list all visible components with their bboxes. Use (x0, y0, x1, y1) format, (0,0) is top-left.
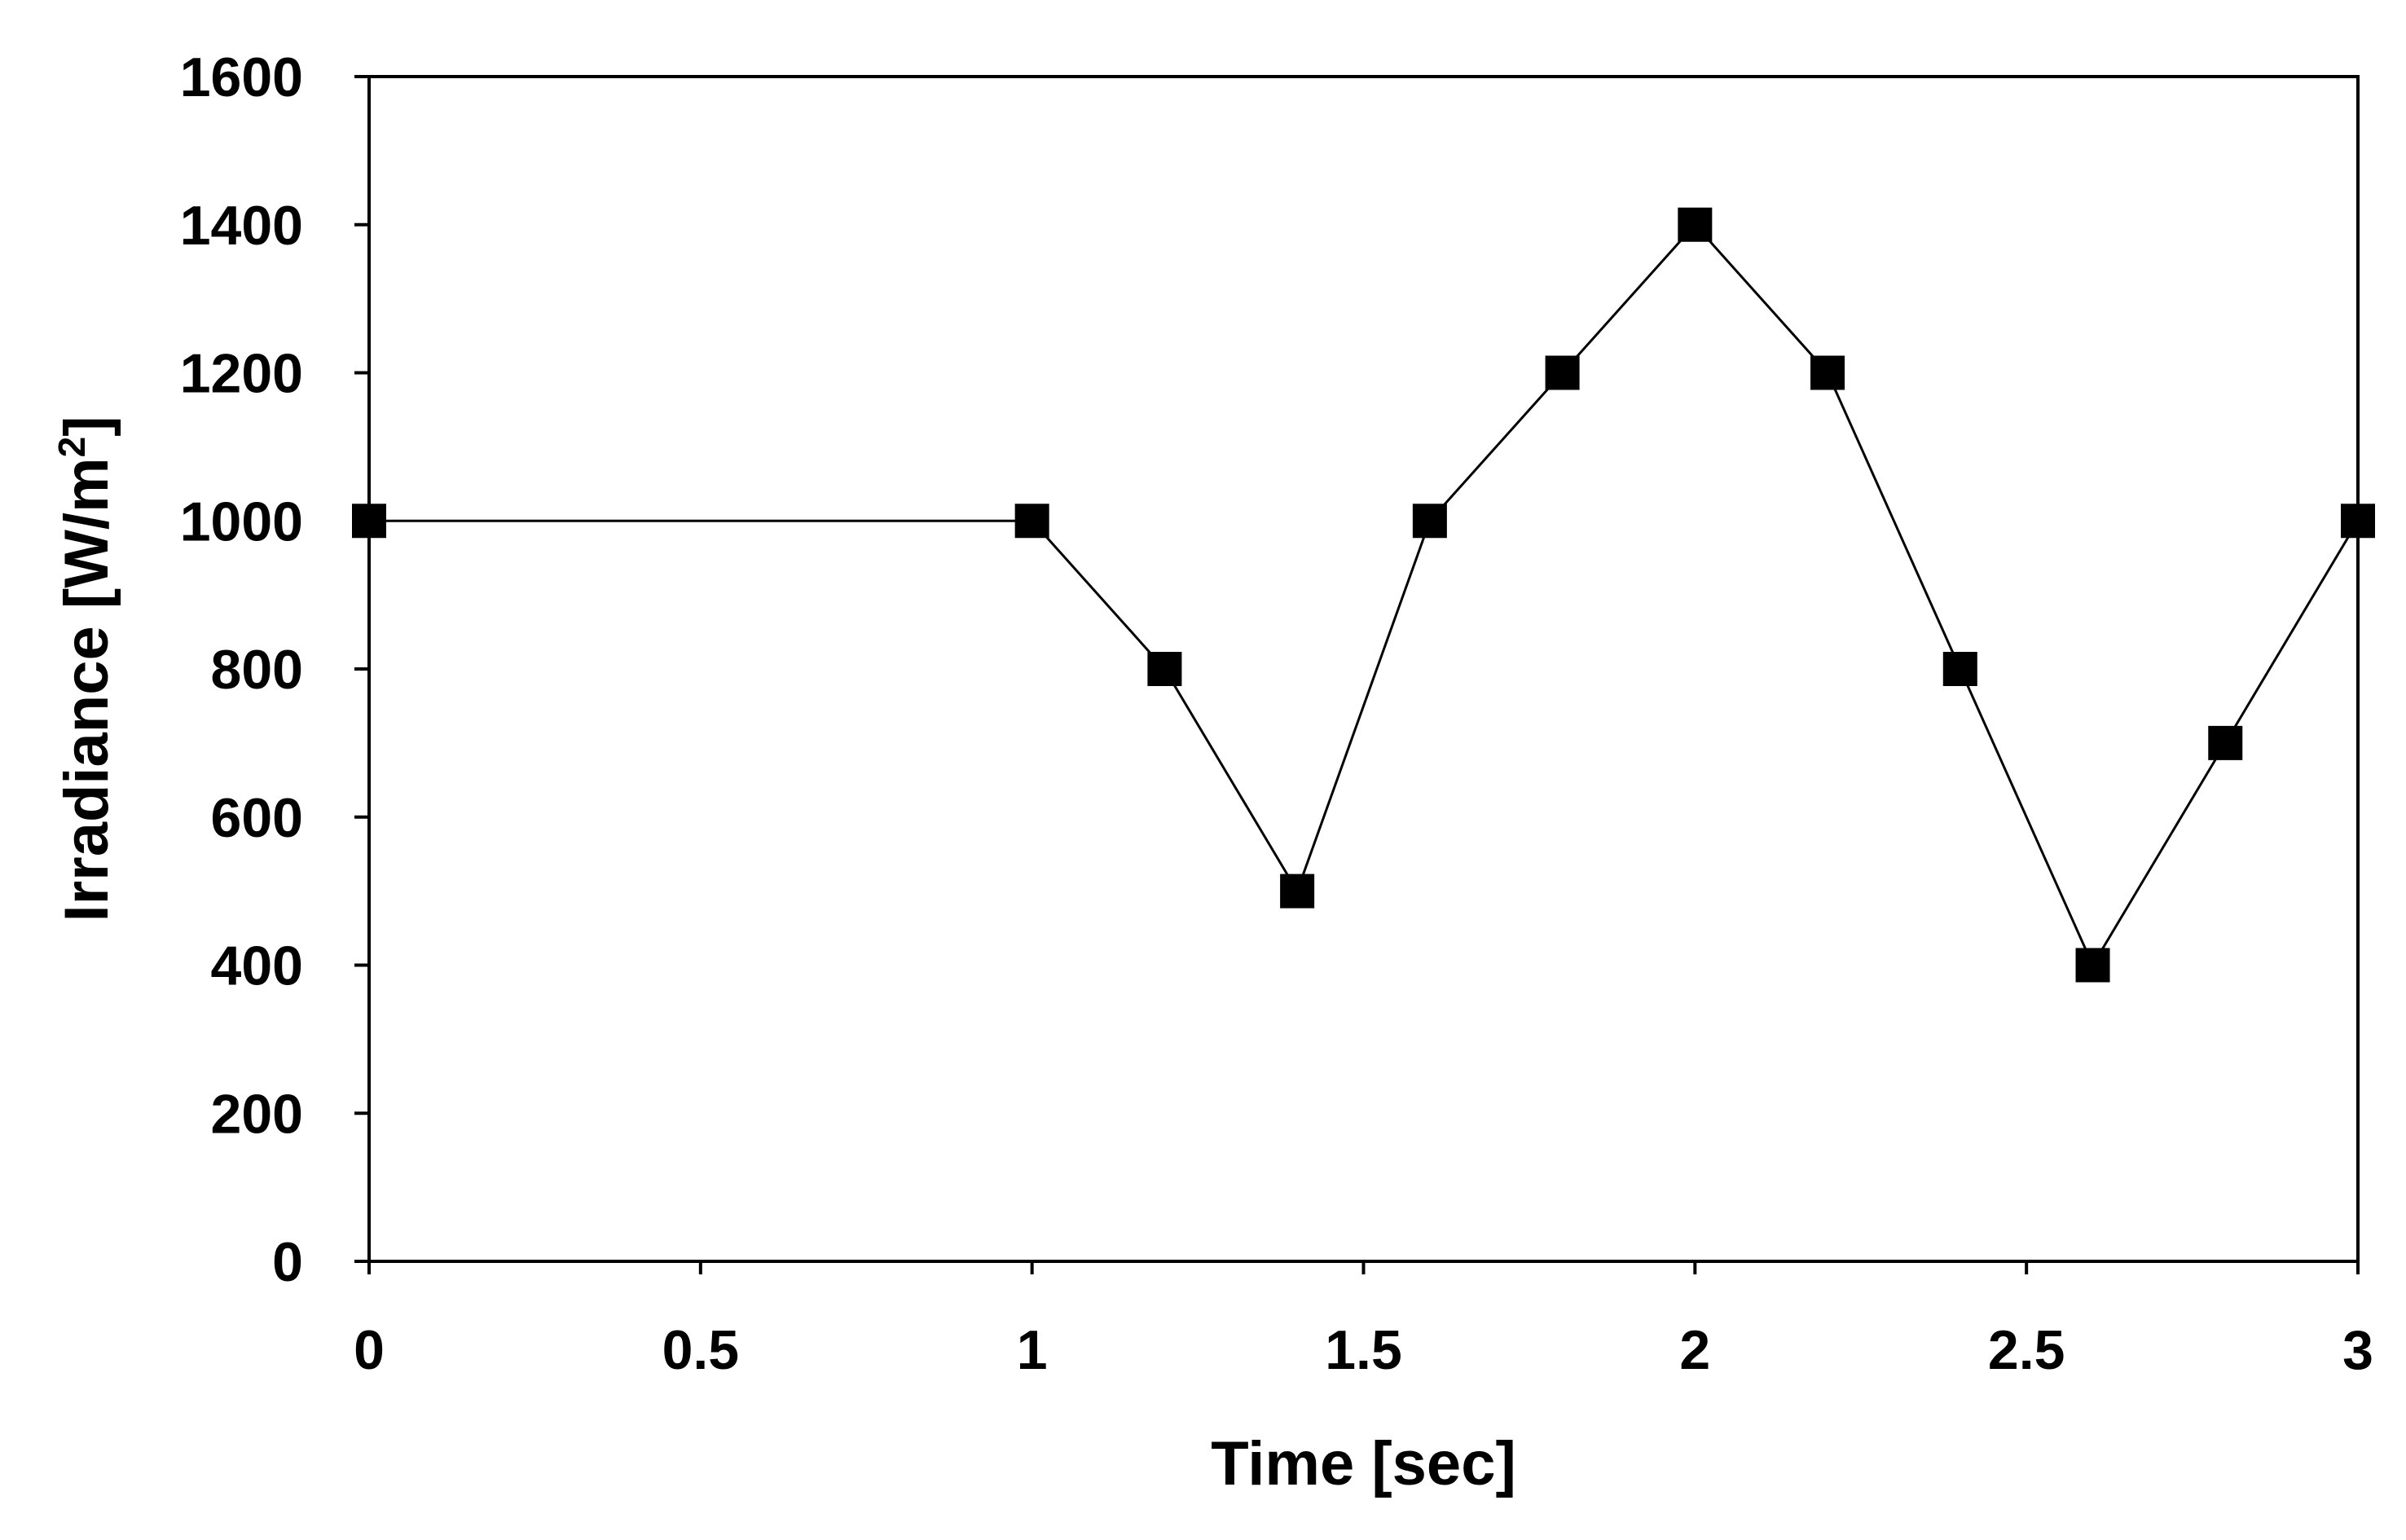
x-axis-title: Time [sec] (1211, 1429, 1516, 1498)
y-tick-label: 1200 (180, 343, 303, 405)
data-point (1942, 652, 1977, 686)
x-tick-label: 1 (1017, 1319, 1048, 1381)
plot-axes (367, 75, 2360, 1263)
y-tick-label: 600 (211, 787, 303, 849)
x-tick-label: 2.5 (1988, 1319, 2065, 1381)
y-axis-title: Irradiance [W/m2] (51, 416, 121, 922)
data-point (2075, 948, 2110, 983)
series-line (369, 222, 2360, 968)
data-point (1147, 652, 1182, 686)
x-tick-label: 0 (354, 1319, 385, 1381)
y-axis-title-main: Irradiance [W/m (52, 457, 121, 922)
x-axis-ticks: 0 0.5 1 1.5 2 2.5 3 (354, 1261, 2373, 1381)
y-tick-label: 1600 (180, 46, 303, 108)
y-tick-label: 1400 (180, 195, 303, 257)
y-axis-ticks: 0 200 400 600 800 1000 1200 1400 1600 (180, 46, 369, 1293)
plot-frame (367, 75, 2360, 1263)
x-tick-label: 0.5 (662, 1319, 740, 1381)
y-tick-label: 1000 (180, 491, 303, 552)
y-axis-title-close: ] (52, 416, 121, 436)
x-tick-label: 3 (2342, 1319, 2373, 1381)
data-point (1412, 504, 1447, 539)
data-point (2341, 504, 2375, 539)
data-point (2208, 725, 2243, 760)
data-point (1014, 504, 1049, 539)
series-group (352, 207, 2375, 983)
y-tick-label: 0 (272, 1231, 303, 1293)
y-tick-label: 400 (211, 935, 303, 997)
data-point (1678, 207, 1713, 242)
data-point (1810, 355, 1845, 390)
data-point (1280, 873, 1315, 909)
data-point (1545, 355, 1580, 390)
y-tick-label: 800 (211, 639, 303, 701)
y-tick-label: 200 (211, 1083, 303, 1145)
data-point (352, 504, 386, 539)
x-tick-label: 1.5 (1325, 1319, 1402, 1381)
y-axis-title-superscript: 2 (51, 437, 93, 458)
x-tick-label: 2 (1679, 1319, 1710, 1381)
